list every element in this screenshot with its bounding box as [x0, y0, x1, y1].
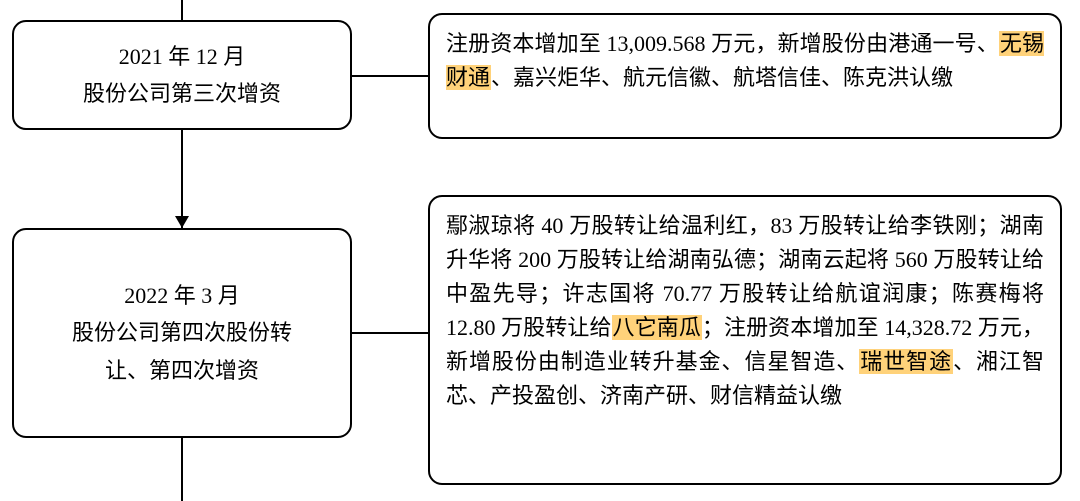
- connector-h1: [352, 75, 428, 77]
- event-date: 2021 年 12 月: [119, 38, 246, 75]
- connector-top-in: [181, 0, 183, 20]
- event-box-2021-12: 2021 年 12 月 股份公司第三次增资: [12, 20, 352, 130]
- desc-text: 鄢淑琼将 40 万股转让给温利红，83 万股转让给李铁刚；湖南升华将 200 万…: [446, 213, 1044, 408]
- connector-h2: [352, 332, 428, 334]
- highlight-text: 瑞世智途: [859, 349, 953, 374]
- desc-box-2022-03: 鄢淑琼将 40 万股转让给温利红，83 万股转让给李铁刚；湖南升华将 200 万…: [428, 195, 1062, 485]
- connector-mid: [181, 130, 183, 228]
- desc-fragment: 注册资本增加至 13,009.568 万元，新增股份由港通一号、: [446, 31, 999, 56]
- arrow-down-icon: [175, 216, 189, 228]
- flowchart: 2021 年 12 月 股份公司第三次增资 注册资本增加至 13,009.568…: [0, 0, 1080, 501]
- event-title-line2: 让、第四次增资: [105, 352, 259, 389]
- event-title: 股份公司第三次增资: [83, 75, 281, 112]
- highlight-text: 八它南瓜: [612, 315, 702, 340]
- desc-box-2021-12: 注册资本增加至 13,009.568 万元，新增股份由港通一号、无锡财通、嘉兴炬…: [428, 13, 1062, 139]
- event-box-2022-03: 2022 年 3 月 股份公司第四次股份转 让、第四次增资: [12, 228, 352, 438]
- event-date: 2022 年 3 月: [124, 277, 240, 314]
- desc-text: 注册资本增加至 13,009.568 万元，新增股份由港通一号、无锡财通、嘉兴炬…: [446, 31, 1044, 90]
- connector-bottom-out: [181, 438, 183, 501]
- event-title-line1: 股份公司第四次股份转: [72, 314, 292, 351]
- desc-fragment: 、嘉兴炬华、航元信徽、航塔信佳、陈克洪认缴: [491, 65, 953, 90]
